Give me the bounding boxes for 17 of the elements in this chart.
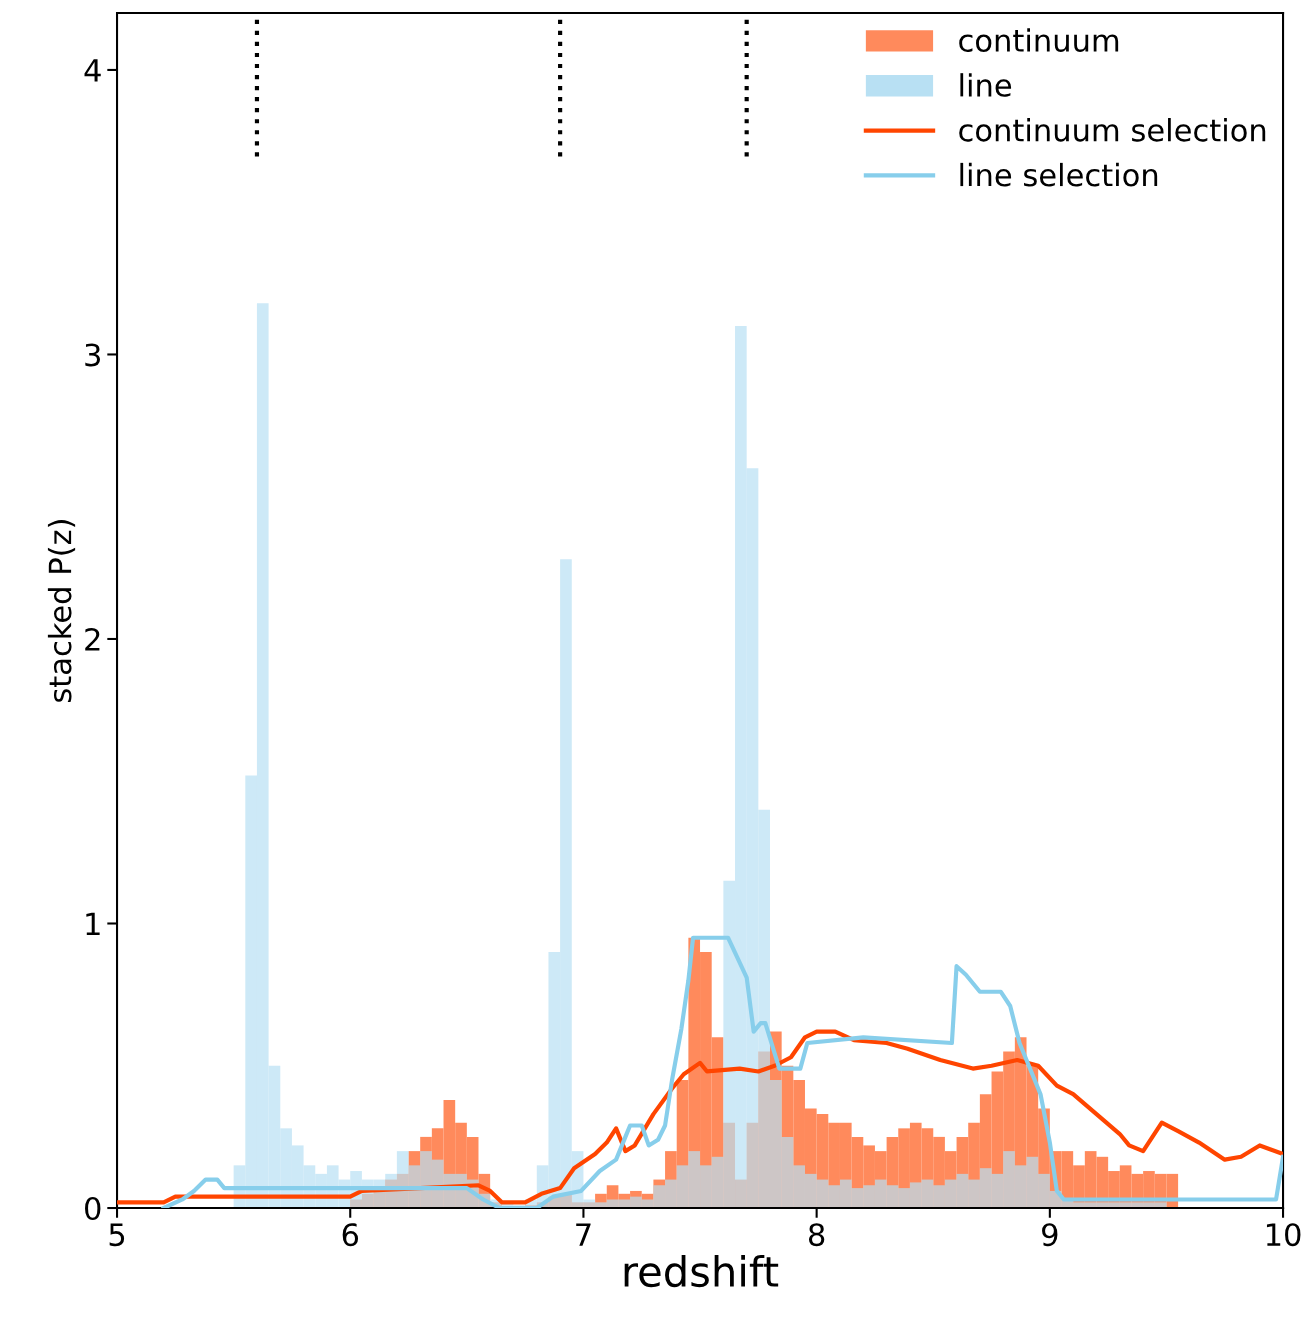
legend-label: line selection <box>960 162 1158 187</box>
x-tick-label: 6 <box>342 1223 359 1247</box>
y-tick-label: 4 <box>84 59 101 82</box>
y-axis-title: stacked P(z) <box>47 520 76 702</box>
x-tick-label: 9 <box>1042 1223 1058 1247</box>
x-tick-label: 10 <box>1266 1223 1301 1247</box>
x-tick-label: 5 <box>109 1223 125 1247</box>
y-tick-label: 1 <box>86 912 100 936</box>
y-tick-label: 0 <box>85 1196 101 1221</box>
x-tick-label: 7 <box>576 1223 591 1246</box>
x-axis-title: redshift <box>624 1254 779 1288</box>
y-tick-label: 2 <box>85 627 100 651</box>
x-tick-label: 8 <box>808 1223 825 1247</box>
y-tick-label: 3 <box>85 343 100 367</box>
legend-label: continuum selection <box>959 118 1266 142</box>
legend-label: line <box>960 73 1012 97</box>
legend-label: continuum <box>959 28 1119 52</box>
